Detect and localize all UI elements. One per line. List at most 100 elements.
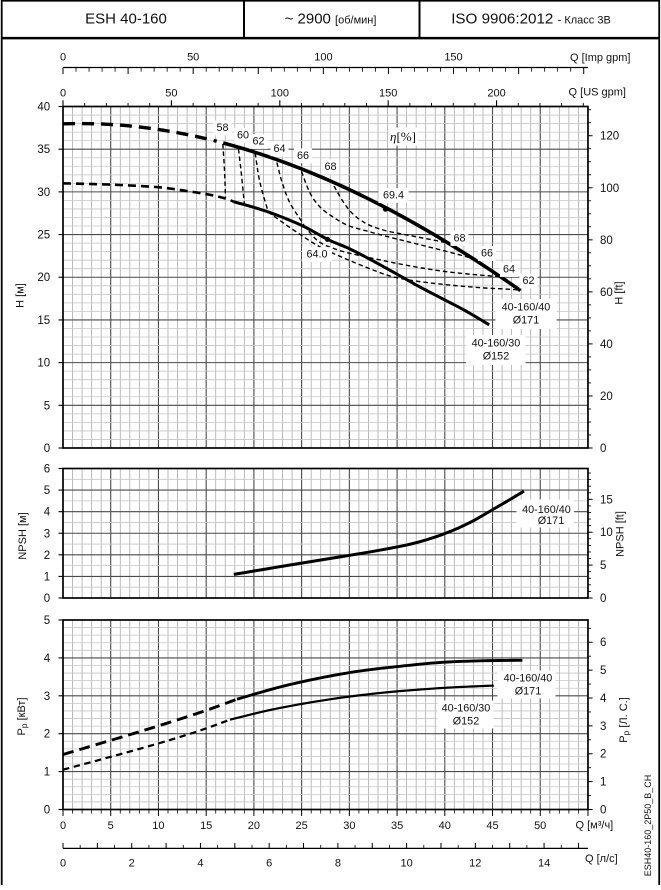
- svg-text:2: 2: [600, 749, 606, 761]
- svg-text:10: 10: [37, 358, 50, 370]
- svg-text:5: 5: [108, 820, 114, 832]
- svg-text:40: 40: [600, 339, 613, 351]
- svg-text:25: 25: [37, 230, 50, 242]
- svg-text:62: 62: [522, 275, 534, 287]
- svg-text:68: 68: [324, 161, 336, 173]
- svg-text:150: 150: [444, 52, 462, 64]
- svg-text:Ø152: Ø152: [483, 351, 509, 363]
- svg-text:100: 100: [314, 52, 332, 64]
- svg-text:ESH40-160_2P50_B_CH: ESH40-160_2P50_B_CH: [643, 775, 653, 877]
- svg-text:4: 4: [44, 653, 51, 665]
- svg-text:6: 6: [266, 858, 272, 870]
- svg-text:10: 10: [400, 858, 412, 870]
- svg-text:1: 1: [44, 767, 50, 779]
- svg-text:0: 0: [44, 443, 50, 455]
- svg-text:20: 20: [248, 820, 260, 832]
- svg-text:5: 5: [44, 400, 50, 412]
- svg-text:40: 40: [439, 820, 451, 832]
- svg-text:ESH 40-160: ESH 40-160: [85, 11, 167, 28]
- svg-text:30: 30: [37, 187, 50, 199]
- svg-text:4: 4: [600, 693, 607, 705]
- svg-text:35: 35: [391, 820, 403, 832]
- svg-text:3: 3: [600, 721, 606, 733]
- svg-text:10: 10: [600, 527, 613, 539]
- svg-text:ISO 9906:2012 - Класс 3В: ISO 9906:2012 - Класс 3В: [451, 11, 611, 28]
- svg-text:0: 0: [60, 52, 66, 64]
- svg-text:60: 60: [237, 130, 249, 142]
- svg-text:20: 20: [37, 272, 50, 284]
- svg-text:Ø152: Ø152: [453, 716, 479, 728]
- svg-text:Q [м³/ч]: Q [м³/ч]: [576, 820, 614, 832]
- svg-text:64: 64: [273, 143, 285, 155]
- svg-text:Q [US gpm]: Q [US gpm]: [569, 87, 626, 99]
- svg-text:1: 1: [600, 777, 606, 789]
- svg-text:H [м]: H [м]: [15, 283, 27, 308]
- svg-text:40-160/40: 40-160/40: [502, 302, 551, 314]
- svg-text:69.4: 69.4: [383, 190, 404, 202]
- svg-text:0: 0: [600, 593, 606, 605]
- svg-text:3: 3: [44, 691, 50, 703]
- svg-text:Pp [кВт]: Pp [кВт]: [16, 697, 29, 735]
- svg-text:80: 80: [600, 235, 613, 247]
- svg-text:6: 6: [44, 464, 50, 476]
- svg-text:Ø171: Ø171: [515, 686, 541, 698]
- svg-text:14: 14: [538, 858, 550, 870]
- svg-text:15: 15: [37, 315, 50, 327]
- svg-text:4: 4: [197, 858, 203, 870]
- svg-text:η[%]: η[%]: [390, 129, 416, 144]
- svg-text:Ø171: Ø171: [538, 515, 564, 527]
- svg-text:6: 6: [600, 637, 606, 649]
- svg-text:NPSH [ft]: NPSH [ft]: [615, 511, 627, 557]
- svg-text:100: 100: [600, 183, 619, 195]
- svg-text:50: 50: [187, 52, 199, 64]
- svg-text:0: 0: [600, 443, 606, 455]
- svg-text:150: 150: [379, 88, 397, 100]
- svg-text:200: 200: [487, 88, 505, 100]
- svg-text:2: 2: [44, 550, 50, 562]
- svg-text:15: 15: [200, 820, 212, 832]
- svg-text:1: 1: [44, 571, 50, 583]
- svg-text:64: 64: [503, 264, 515, 276]
- svg-text:30: 30: [343, 820, 355, 832]
- svg-text:15: 15: [600, 494, 613, 506]
- svg-text:Q [л/с]: Q [л/с]: [585, 853, 618, 865]
- svg-text:60: 60: [600, 287, 613, 299]
- svg-text:62: 62: [252, 136, 264, 148]
- svg-text:45: 45: [486, 820, 498, 832]
- svg-text:2: 2: [44, 729, 50, 741]
- svg-text:5: 5: [44, 615, 50, 627]
- svg-text:120: 120: [600, 131, 619, 143]
- svg-text:50: 50: [534, 820, 546, 832]
- svg-text:8: 8: [335, 858, 341, 870]
- svg-text:0: 0: [600, 805, 606, 817]
- svg-text:40: 40: [37, 102, 50, 114]
- svg-text:66: 66: [481, 248, 493, 260]
- svg-text:25: 25: [295, 820, 307, 832]
- svg-text:35: 35: [37, 144, 50, 156]
- svg-text:0: 0: [60, 88, 66, 100]
- svg-text:4: 4: [44, 507, 51, 519]
- svg-text:0: 0: [60, 858, 66, 870]
- svg-text:5: 5: [600, 665, 606, 677]
- svg-text:~ 2900 [об/мин]: ~ 2900 [об/мин]: [285, 11, 377, 28]
- svg-text:0: 0: [60, 820, 66, 832]
- svg-text:66: 66: [297, 150, 309, 162]
- svg-text:20: 20: [600, 391, 613, 403]
- svg-text:50: 50: [165, 88, 177, 100]
- svg-text:58: 58: [216, 122, 228, 134]
- svg-text:40-160/30: 40-160/30: [472, 338, 521, 350]
- svg-text:64.0: 64.0: [306, 249, 327, 261]
- svg-text:NPSH [м]: NPSH [м]: [17, 512, 29, 559]
- svg-text:40-160/40: 40-160/40: [522, 504, 571, 516]
- svg-text:3: 3: [44, 528, 50, 540]
- svg-text:5: 5: [44, 485, 50, 497]
- svg-text:H [ft]: H [ft]: [614, 281, 626, 304]
- svg-text:100: 100: [271, 88, 289, 100]
- svg-text:0: 0: [44, 805, 50, 817]
- svg-text:2: 2: [129, 858, 135, 870]
- svg-text:68: 68: [453, 233, 465, 245]
- svg-text:Q [Imp gpm]: Q [Imp gpm]: [570, 52, 631, 64]
- svg-text:40-160/30: 40-160/30: [442, 703, 491, 715]
- svg-text:5: 5: [600, 560, 606, 572]
- svg-text:10: 10: [152, 820, 164, 832]
